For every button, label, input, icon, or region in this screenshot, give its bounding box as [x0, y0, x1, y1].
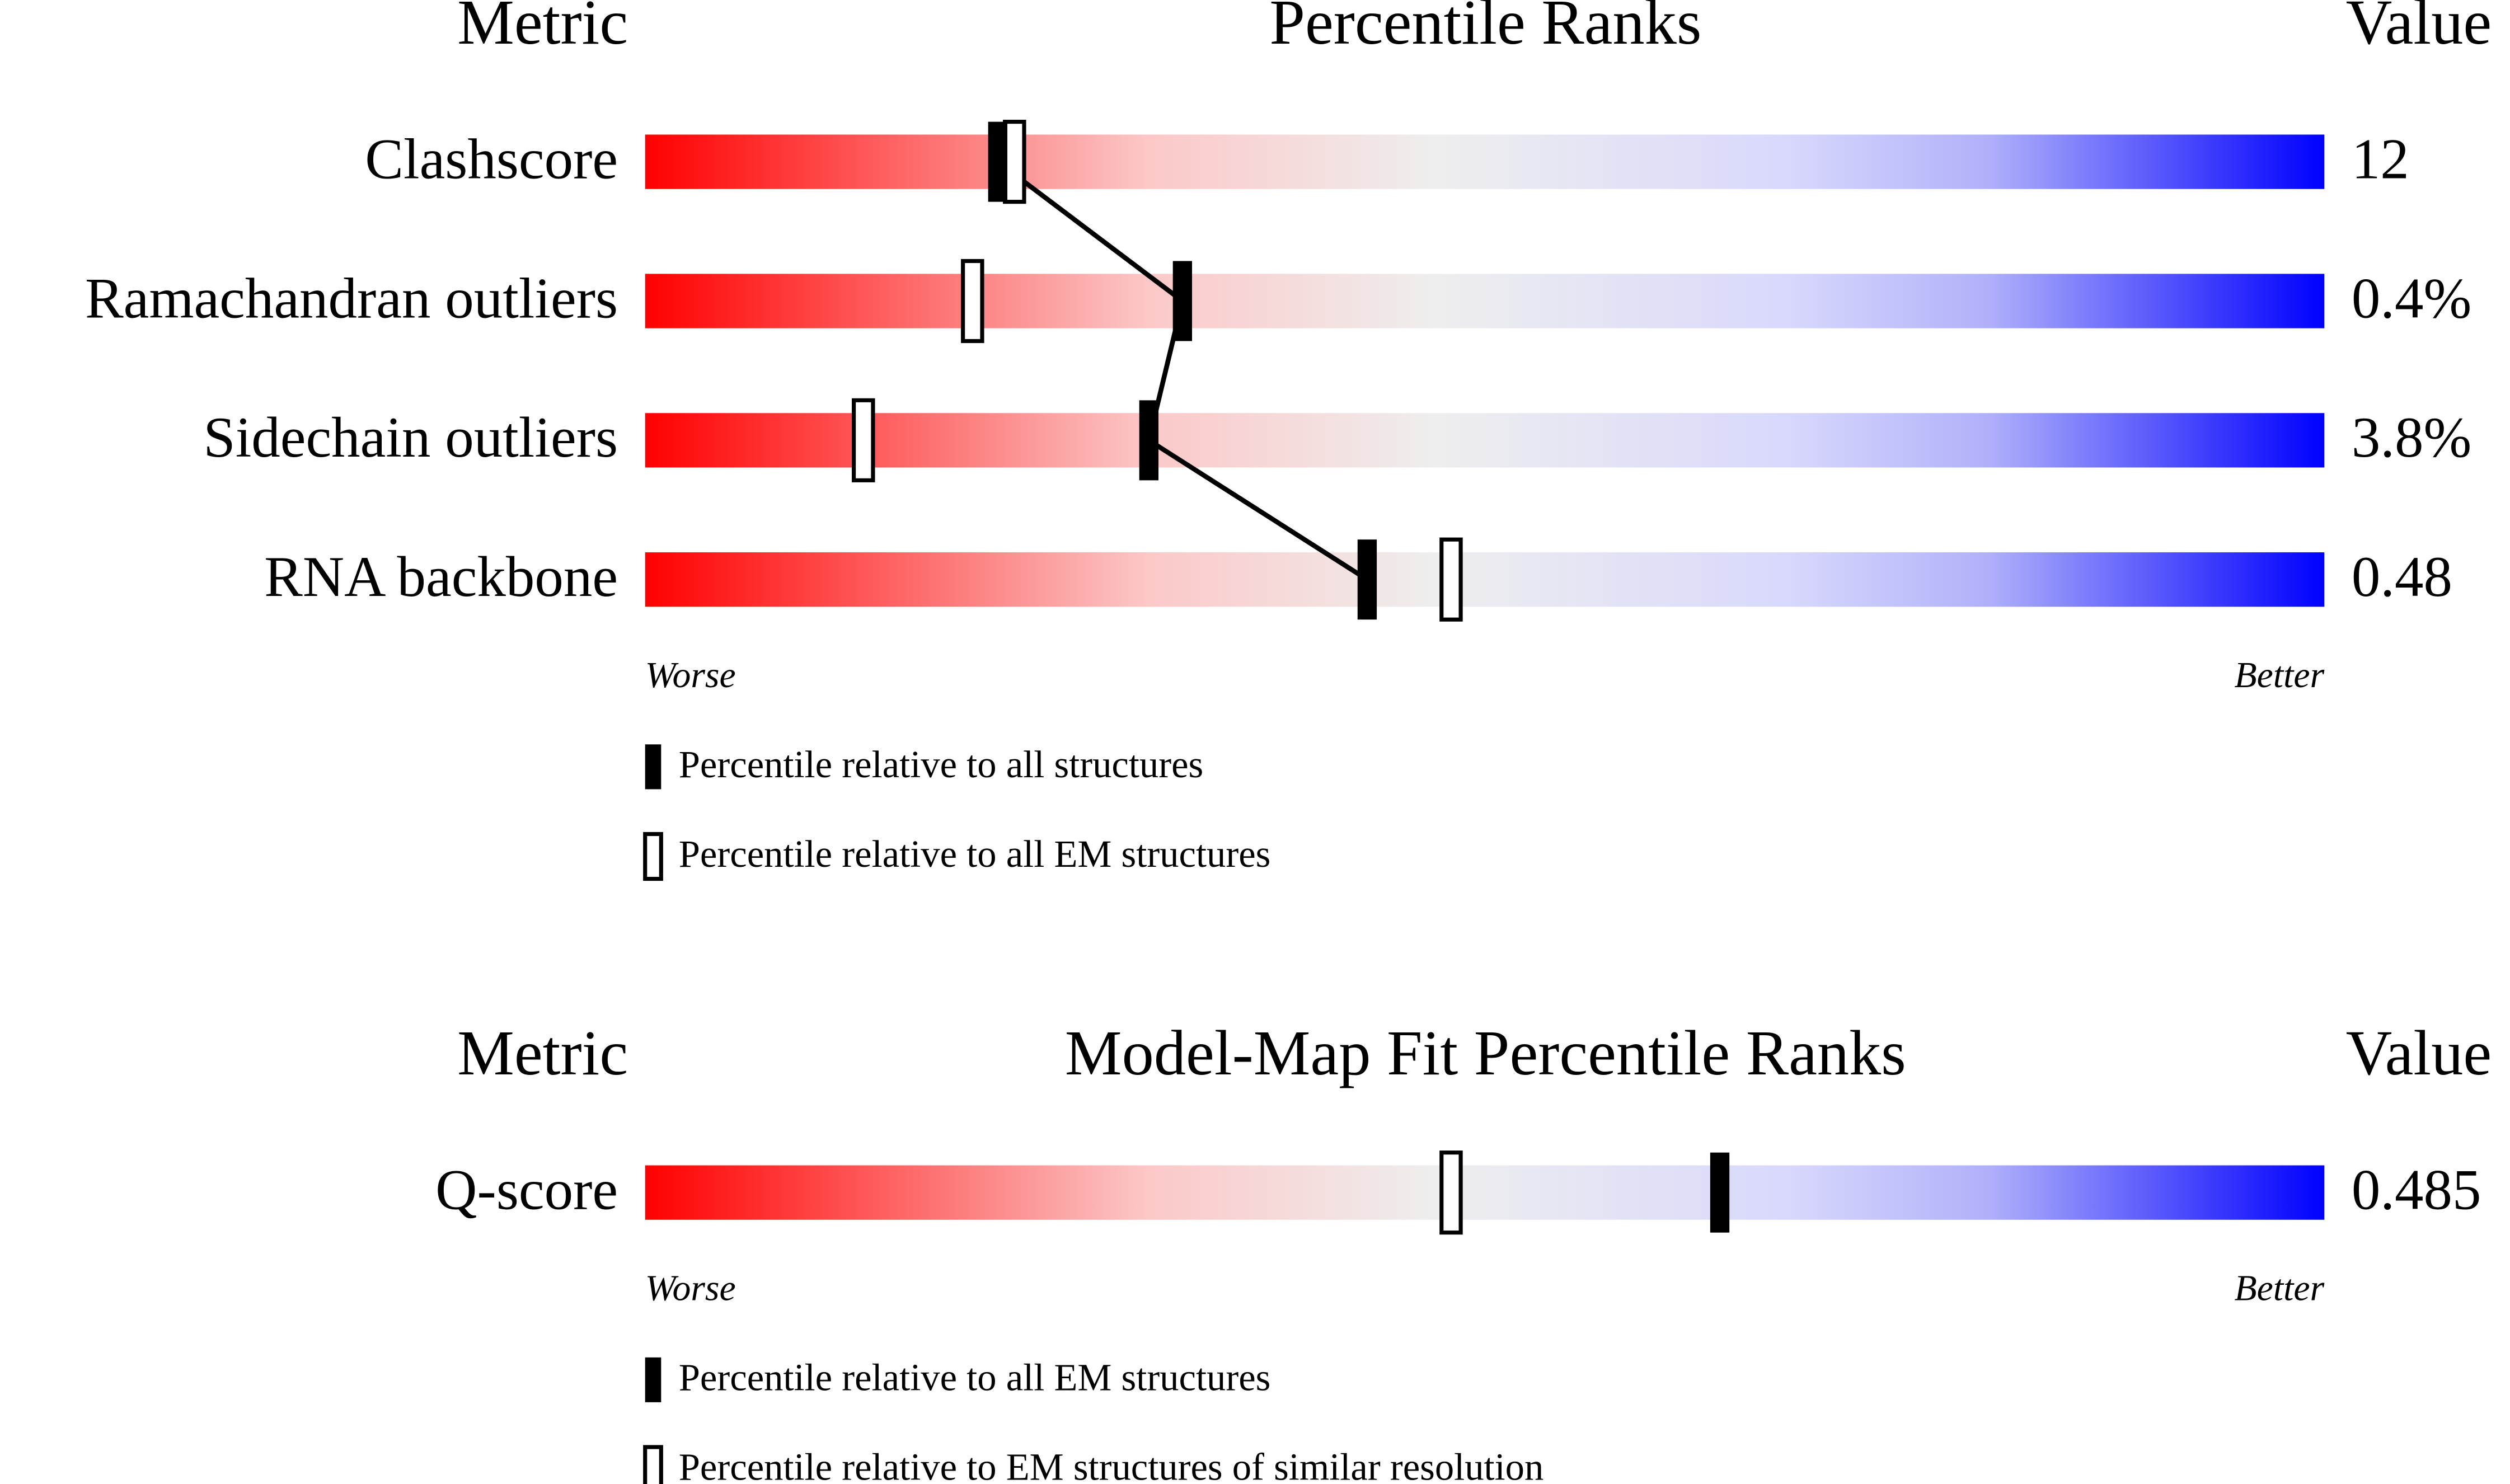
- marker-filled: [988, 121, 1007, 202]
- better-label: Better: [2234, 655, 2324, 696]
- metric-label: Sidechain outliers: [203, 406, 618, 469]
- value-header: Value: [2346, 0, 2492, 58]
- marker-open: [1439, 537, 1463, 622]
- metric-value: 0.4%: [2352, 266, 2472, 330]
- worse-label: Worse: [645, 1268, 736, 1309]
- percentile-bar: [645, 1165, 2325, 1220]
- legend-label: Percentile relative to all structures: [679, 743, 1204, 786]
- marker-open: [1439, 1150, 1463, 1235]
- marker-open: [852, 398, 875, 482]
- metric-header: Metric: [457, 1017, 628, 1088]
- metric-value: 3.8%: [2352, 406, 2472, 469]
- legend-swatch: [645, 744, 661, 790]
- marker-open: [961, 259, 984, 344]
- legend-label: Percentile relative to EM structures of …: [679, 1446, 1544, 1484]
- percentile-bar: [645, 552, 2325, 607]
- legend-swatch: [643, 832, 663, 881]
- worse-label: Worse: [645, 655, 736, 696]
- metric-value: 0.485: [2352, 1158, 2481, 1222]
- metric-header: Metric: [457, 0, 628, 58]
- chart-title: Percentile Ranks: [1269, 0, 1701, 58]
- metric-value: 0.48: [2352, 545, 2452, 609]
- value-header: Value: [2346, 1017, 2492, 1088]
- marker-filled: [1139, 400, 1159, 481]
- marker-filled: [1710, 1152, 1730, 1233]
- metric-label: RNA backbone: [264, 545, 618, 609]
- legend-swatch: [643, 1445, 663, 1484]
- chart-title: Model-Map Fit Percentile Ranks: [1065, 1017, 1906, 1088]
- metric-label: Q-score: [435, 1158, 618, 1222]
- percentile-bar: [645, 413, 2325, 468]
- percentile-bar: [645, 134, 2325, 189]
- metric-label: Ramachandran outliers: [85, 266, 618, 330]
- marker-open: [1003, 120, 1026, 204]
- connector-line: [996, 159, 1369, 582]
- better-label: Better: [2234, 1268, 2324, 1309]
- legend-label: Percentile relative to all EM structures: [679, 1356, 1271, 1398]
- legend-swatch: [645, 1357, 661, 1402]
- marker-filled: [1357, 539, 1377, 620]
- percentile-bar: [645, 274, 2325, 328]
- metric-label: Clashscore: [365, 127, 618, 191]
- legend-label: Percentile relative to all EM structures: [679, 833, 1271, 875]
- metric-value: 12: [2352, 127, 2409, 191]
- marker-filled: [1172, 261, 1193, 341]
